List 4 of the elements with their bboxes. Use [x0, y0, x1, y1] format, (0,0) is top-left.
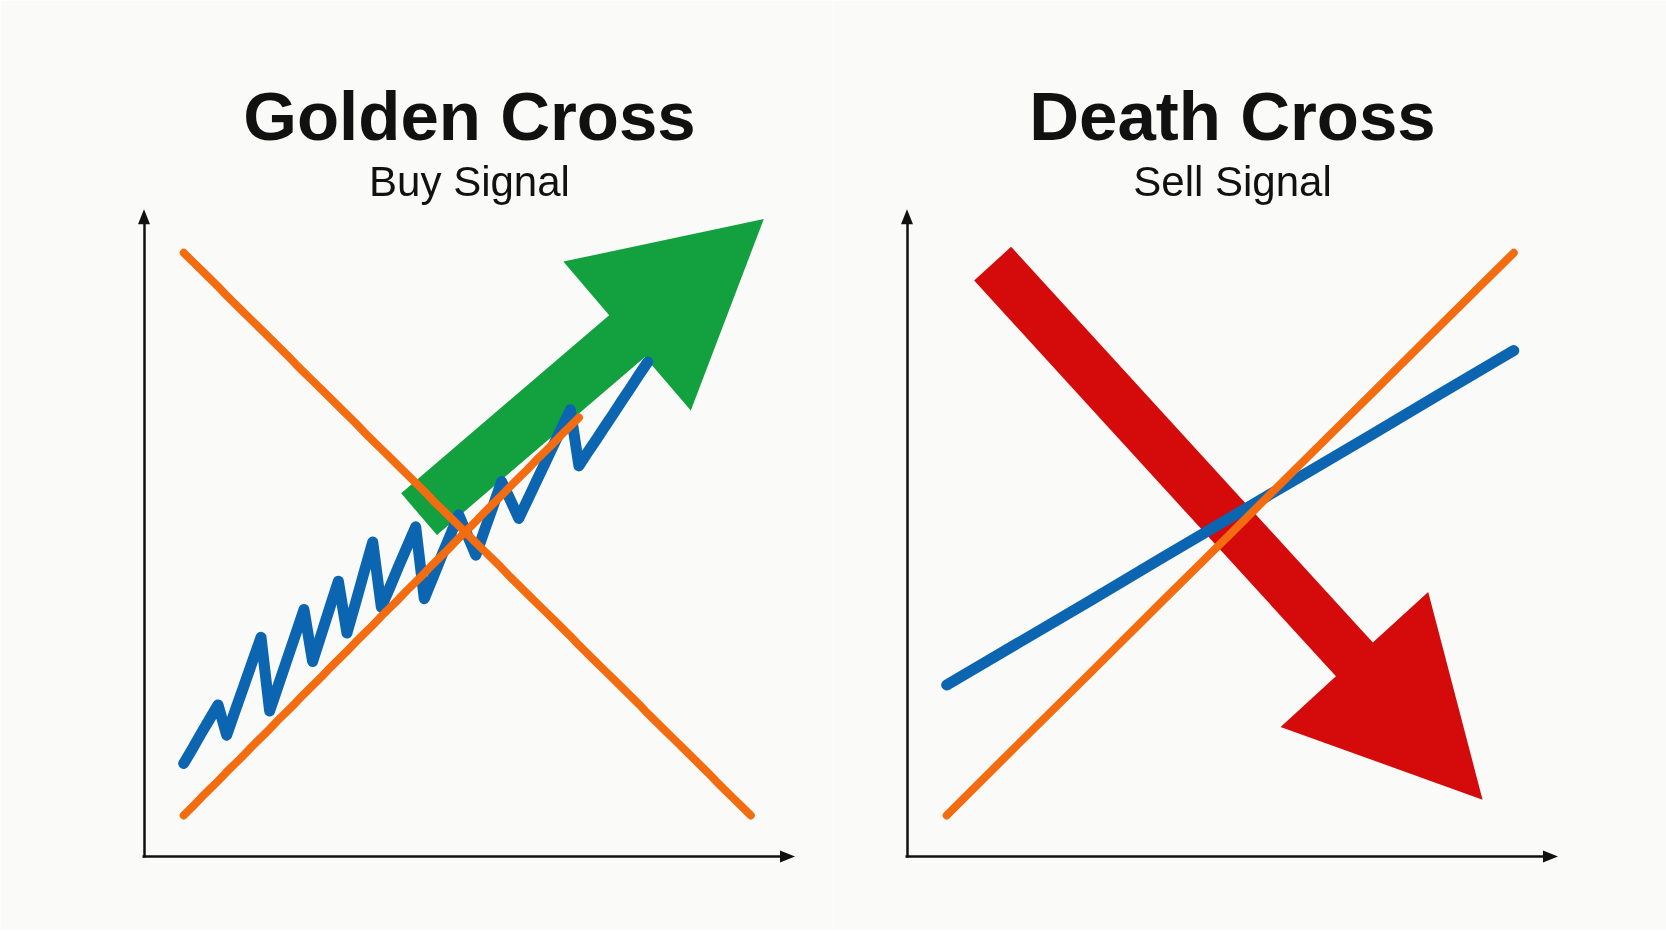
chart-subtitle: Sell Signal [1133, 157, 1332, 205]
chart-title: Golden Cross [243, 77, 696, 155]
chart-title: Death Cross [1029, 77, 1436, 155]
chart-subtitle: Buy Signal [369, 157, 570, 205]
